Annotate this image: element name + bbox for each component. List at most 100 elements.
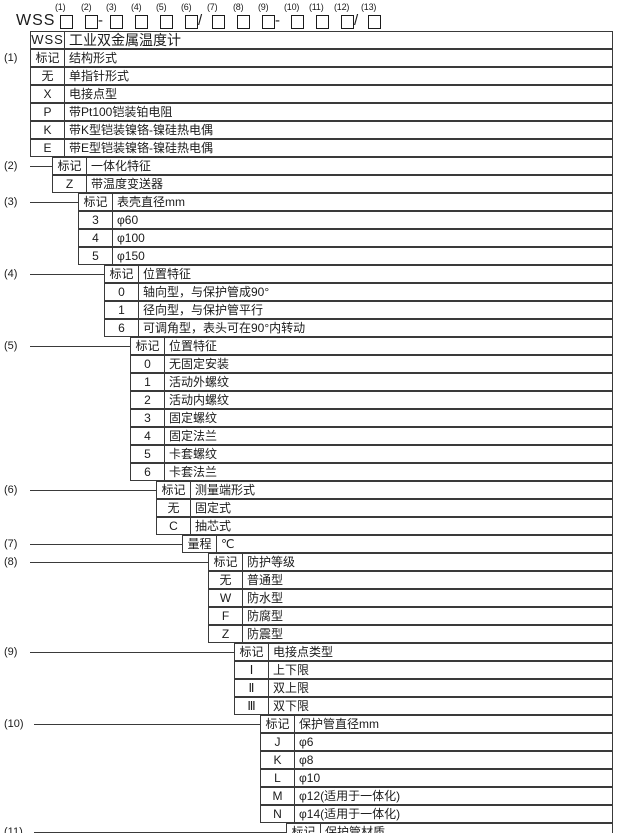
code-separator-4: / bbox=[354, 12, 359, 29]
section-1-row-5-code: E bbox=[30, 139, 65, 157]
section-9-row-2-desc: 双上限 bbox=[269, 679, 613, 697]
code-box-9[interactable] bbox=[262, 15, 275, 29]
section-3-header: 标记 表壳直径mm bbox=[0, 193, 620, 211]
section-4-row-3-code: 6 bbox=[104, 319, 139, 337]
section-9-row-3-desc: 双下限 bbox=[269, 697, 613, 715]
section-8-header: 标记 防护等级 bbox=[0, 553, 620, 571]
section-1-row-5-desc: 带E型铠装镍铬-镍硅热电偶 bbox=[65, 139, 613, 157]
section-1-row-1: 无单指针形式 bbox=[0, 67, 620, 85]
code-box-6[interactable] bbox=[185, 15, 198, 29]
section-5-row-4-desc: 固定螺纹 bbox=[165, 409, 613, 427]
code-box-12[interactable] bbox=[341, 15, 354, 29]
code-box-4[interactable] bbox=[135, 15, 148, 29]
section-5-row-6-code: 5 bbox=[130, 445, 165, 463]
code-box-2[interactable] bbox=[85, 15, 98, 29]
code-box-5[interactable] bbox=[160, 15, 173, 29]
section-7-header: 量程 ℃ bbox=[0, 535, 620, 553]
section-2-row-1: Z 带温度变送器 bbox=[0, 175, 620, 193]
code-separator-2: / bbox=[198, 12, 203, 29]
section-1-row-5: E 带E型铠装镍铬-镍硅热电偶 bbox=[0, 139, 620, 157]
leader-8: (8) bbox=[0, 553, 208, 571]
section-5-row-7-desc: 卡套法兰 bbox=[165, 463, 613, 481]
section-6-row-2-desc: 抽芯式 bbox=[191, 517, 613, 535]
leader-line bbox=[30, 652, 234, 653]
title-row: WSS 工业双金属温度计 bbox=[0, 31, 620, 49]
section-5-row-2: 1 活动外螺纹 bbox=[0, 373, 620, 391]
section-5-row-3-desc: 活动内螺纹 bbox=[165, 391, 613, 409]
code-box-8[interactable] bbox=[237, 15, 250, 29]
code-prefix-label: WSS bbox=[16, 12, 56, 29]
leader-9: (9) bbox=[0, 643, 234, 661]
section-4-row-3-desc: 可调角型，表头可在90°内转动 bbox=[139, 319, 613, 337]
code-box-7[interactable] bbox=[212, 15, 225, 29]
section-9-row-3-code: Ⅲ bbox=[234, 697, 269, 715]
section-2-header-code: 标记 bbox=[52, 157, 87, 175]
section-3-row-1-desc: φ60 bbox=[113, 211, 613, 229]
section-3-row-3: 5 φ150 bbox=[0, 247, 620, 265]
section-6-header: 标记 测量端形式 bbox=[0, 481, 620, 499]
section-5-row-5-code: 4 bbox=[130, 427, 165, 445]
section-5-row-7-code: 6 bbox=[130, 463, 165, 481]
section-4-row-1: 0 轴向型，与保护管成90° bbox=[0, 283, 620, 301]
section-5-row-1-desc: 无固定安装 bbox=[165, 355, 613, 373]
section-10-row-2-code: K bbox=[260, 751, 295, 769]
code-box-3[interactable] bbox=[110, 15, 123, 29]
section-10-row-4-code: M bbox=[260, 787, 295, 805]
leader-line bbox=[30, 346, 130, 347]
section-10-row-3-code: L bbox=[260, 769, 295, 787]
section-6-row-2-code: C bbox=[156, 517, 191, 535]
title-row-code: WSS bbox=[30, 31, 65, 49]
section-3-row-3-desc: φ150 bbox=[113, 247, 613, 265]
leader-5: (5) bbox=[0, 337, 130, 355]
section-5-row-3-code: 2 bbox=[130, 391, 165, 409]
index-label-3: (3) bbox=[106, 2, 117, 12]
section-6-header-code: 标记 bbox=[156, 481, 191, 499]
leader-number: (7) bbox=[4, 538, 18, 550]
section-5-row-5: 4 固定法兰 bbox=[0, 427, 620, 445]
leader-number: (9) bbox=[4, 646, 18, 658]
section-1-row-4-desc: 带K型铠装镍铬-镍硅热电偶 bbox=[65, 121, 613, 139]
section-4-row-2-code: 1 bbox=[104, 301, 139, 319]
code-box-1[interactable] bbox=[60, 15, 73, 29]
leader-number: (8) bbox=[4, 556, 18, 568]
section-1-row-4-code: K bbox=[30, 121, 65, 139]
section-11-header-desc: 保护管材质 bbox=[321, 823, 613, 833]
section-5-row-4-code: 3 bbox=[130, 409, 165, 427]
section-10-row-1-code: J bbox=[260, 733, 295, 751]
leader-10: (10) bbox=[0, 715, 260, 733]
section-5-header-desc: 位置特征 bbox=[165, 337, 613, 355]
section-5-header: 标记 位置特征 bbox=[0, 337, 620, 355]
code-box-13[interactable] bbox=[368, 15, 381, 29]
index-label-7: (7) bbox=[207, 2, 218, 12]
index-label-9: (9) bbox=[258, 2, 269, 12]
code-box-11[interactable] bbox=[316, 15, 329, 29]
section-9-row-2: Ⅱ 双上限 bbox=[0, 679, 620, 697]
section-1-row-3-code: P bbox=[30, 103, 65, 121]
section-5-row-7: 6 卡套法兰 bbox=[0, 463, 620, 481]
section-9-row-1-code: Ⅰ bbox=[234, 661, 269, 679]
section-3-row-1-code: 3 bbox=[78, 211, 113, 229]
section-3-row-3-code: 5 bbox=[78, 247, 113, 265]
section-3-header-code: 标记 bbox=[78, 193, 113, 211]
section-9-row-3: Ⅲ 双下限 bbox=[0, 697, 620, 715]
code-box-10[interactable] bbox=[291, 15, 304, 29]
section-8-row-3-desc: 防腐型 bbox=[243, 607, 613, 625]
section-7-header-code: 量程 bbox=[182, 535, 217, 553]
section-2-row-1-desc: 带温度变送器 bbox=[87, 175, 613, 193]
leader-line bbox=[30, 544, 182, 545]
section-8-row-4-code: Z bbox=[208, 625, 243, 643]
section-4-row-2-desc: 径向型，与保护管平行 bbox=[139, 301, 613, 319]
leader-number: (10) bbox=[4, 718, 24, 730]
section-6-row-2: C 抽芯式 bbox=[0, 517, 620, 535]
section-3-header-desc: 表壳直径mm bbox=[113, 193, 613, 211]
leader-number: (3) bbox=[4, 196, 18, 208]
index-label-13: (13) bbox=[361, 2, 377, 12]
section-6-header-desc: 测量端形式 bbox=[191, 481, 613, 499]
section-4-row-1-desc: 轴向型，与保护管成90° bbox=[139, 283, 613, 301]
section-5-row-2-code: 1 bbox=[130, 373, 165, 391]
